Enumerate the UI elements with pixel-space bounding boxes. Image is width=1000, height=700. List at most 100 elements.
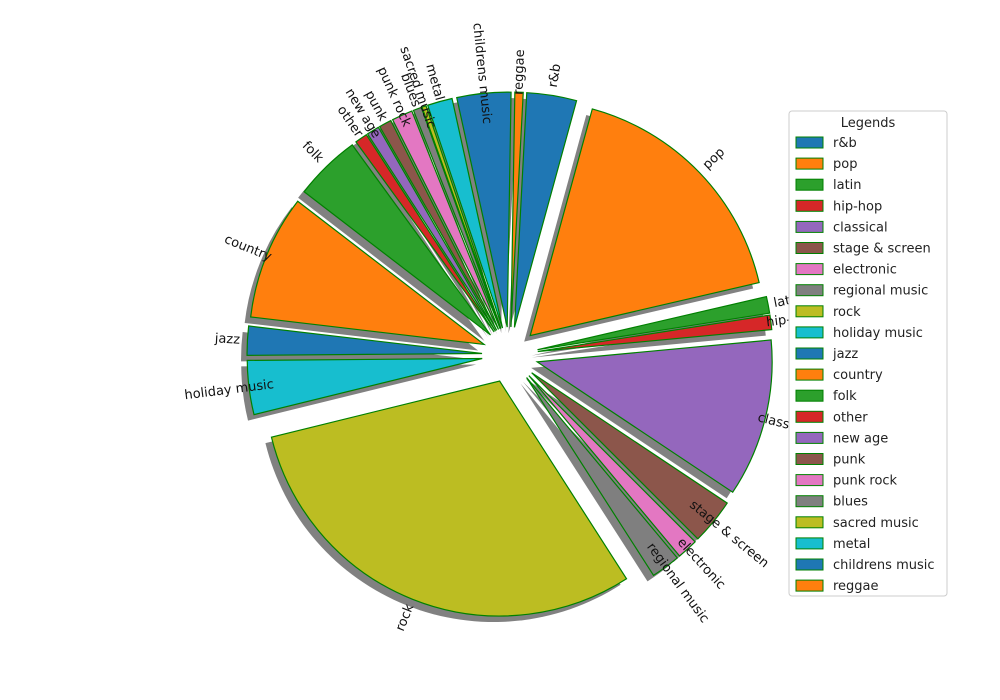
legend-label: rock bbox=[833, 305, 861, 320]
legend-entry-hip-hop: hip-hop bbox=[795, 199, 882, 214]
legend-label: punk bbox=[833, 453, 866, 468]
wedge-reggae bbox=[510, 91, 524, 328]
legend-swatch bbox=[795, 157, 824, 170]
wedge-other bbox=[355, 133, 495, 333]
legend-swatch bbox=[795, 389, 824, 402]
wedge-sacred-music bbox=[421, 105, 502, 329]
wedge-new-age bbox=[366, 126, 496, 332]
legend-entry-childrens-music: childrens music bbox=[795, 558, 935, 573]
legend-swatch bbox=[795, 305, 824, 318]
wedge-country bbox=[250, 200, 487, 346]
wedge-label-rock: rock bbox=[393, 602, 417, 634]
legend-swatch bbox=[795, 284, 824, 297]
legend-label: folk bbox=[833, 389, 857, 404]
legend-label: blues bbox=[833, 495, 868, 510]
legend-entry-latin: latin bbox=[795, 178, 862, 193]
pie-wedges bbox=[246, 91, 773, 617]
legend-label: pop bbox=[833, 157, 857, 172]
wedge-holiday-music bbox=[246, 357, 483, 416]
legend-label: stage & screen bbox=[833, 242, 931, 257]
legend-swatch bbox=[795, 368, 824, 381]
legend-label: classical bbox=[833, 220, 888, 235]
legend-label: electronic bbox=[833, 263, 897, 278]
wedge-blues bbox=[412, 106, 501, 330]
legend-entry-pop: pop bbox=[795, 157, 857, 172]
wedge-punk-rock bbox=[391, 110, 500, 330]
legend-swatch bbox=[795, 537, 824, 550]
legend-swatch bbox=[795, 495, 824, 508]
legend-swatch bbox=[795, 136, 824, 149]
wedge-punk bbox=[378, 119, 498, 331]
wedge-label-jazz: jazz bbox=[213, 331, 240, 347]
wedge-pop bbox=[529, 108, 760, 337]
legend-swatch bbox=[795, 431, 824, 444]
wedge-latin bbox=[537, 295, 771, 351]
legend-entry-other: other bbox=[795, 410, 868, 425]
wedge-classical bbox=[535, 339, 773, 494]
legend-swatch bbox=[795, 474, 824, 487]
legend-entry-randb: r&b bbox=[795, 136, 857, 151]
legend-swatch bbox=[795, 199, 824, 212]
legend-swatch bbox=[795, 220, 824, 233]
wedge-childrens-music bbox=[456, 91, 512, 328]
legend-swatch bbox=[795, 242, 824, 254]
legend-swatch bbox=[795, 453, 824, 465]
legend-label: metal bbox=[833, 537, 870, 552]
legend-label: reggae bbox=[833, 579, 879, 594]
legend-entry-blues: blues bbox=[795, 495, 868, 510]
wedge-electronic bbox=[528, 375, 696, 557]
legend-label: holiday music bbox=[833, 326, 923, 341]
legend-label: hip-hop bbox=[833, 199, 882, 214]
legend-swatch bbox=[795, 326, 824, 339]
legend-swatch bbox=[795, 516, 824, 529]
legend-entry-stage-and-screen: stage & screen bbox=[795, 242, 931, 257]
legend: Legends r&b pop latin hip-hop classical stage… bbox=[788, 110, 948, 597]
legend-entry-sacred-music: sacred music bbox=[795, 516, 919, 531]
legend-entry-metal: metal bbox=[795, 537, 870, 552]
wedge-label-pop: pop bbox=[700, 145, 728, 173]
legend-entry-regional-music: regional music bbox=[795, 284, 928, 299]
legend-swatch bbox=[795, 579, 824, 592]
legend-label: childrens music bbox=[833, 558, 935, 573]
legend-entry-new-age: new age bbox=[795, 431, 888, 446]
legend-entry-folk: folk bbox=[795, 389, 857, 404]
wedge-randb bbox=[513, 92, 578, 328]
legend-label: r&b bbox=[833, 136, 857, 151]
wedge-label-reggae: reggae bbox=[511, 49, 528, 95]
legend-entry-punk-rock: punk rock bbox=[795, 474, 898, 489]
legend-entry-jazz: jazz bbox=[795, 347, 858, 362]
legend-entry-classical: classical bbox=[795, 220, 888, 235]
wedge-label-randb: r&b bbox=[546, 63, 565, 89]
legend-label: regional music bbox=[833, 284, 928, 299]
legend-entry-reggae: reggae bbox=[795, 579, 879, 594]
legend-label: other bbox=[833, 410, 868, 425]
legend-swatch bbox=[795, 558, 824, 571]
wedge-metal bbox=[426, 97, 504, 329]
legend-label: sacred music bbox=[833, 516, 919, 531]
legend-entry-electronic: electronic bbox=[795, 263, 897, 278]
wedge-label-country: country bbox=[222, 232, 274, 265]
legend-box bbox=[788, 110, 948, 597]
wedge-jazz bbox=[246, 325, 483, 356]
legend-label: punk rock bbox=[833, 474, 898, 489]
legend-swatch bbox=[795, 263, 824, 276]
legend-label: new age bbox=[833, 431, 888, 446]
legend-entry-rock: rock bbox=[795, 305, 861, 320]
legend-label: country bbox=[833, 368, 883, 383]
wedge-regional-music bbox=[526, 377, 679, 577]
wedge-folk bbox=[303, 144, 491, 336]
legend-swatch bbox=[795, 178, 824, 191]
legend-entry-holiday-music: holiday music bbox=[795, 326, 923, 341]
legend-swatch bbox=[795, 347, 824, 360]
wedge-label-folk: folk bbox=[299, 139, 327, 167]
wedge-rock bbox=[270, 380, 628, 617]
legend-label: jazz bbox=[832, 347, 858, 362]
legend-items: r&b pop latin hip-hop classical stage & scree… bbox=[795, 136, 935, 594]
wedge-hip-hop bbox=[537, 314, 773, 353]
wedge-stage-and-screen bbox=[531, 372, 729, 540]
legend-swatch bbox=[795, 410, 824, 423]
legend-title: Legends bbox=[841, 116, 896, 131]
legend-entry-punk: punk bbox=[795, 453, 866, 468]
legend-entry-country: country bbox=[795, 368, 883, 383]
